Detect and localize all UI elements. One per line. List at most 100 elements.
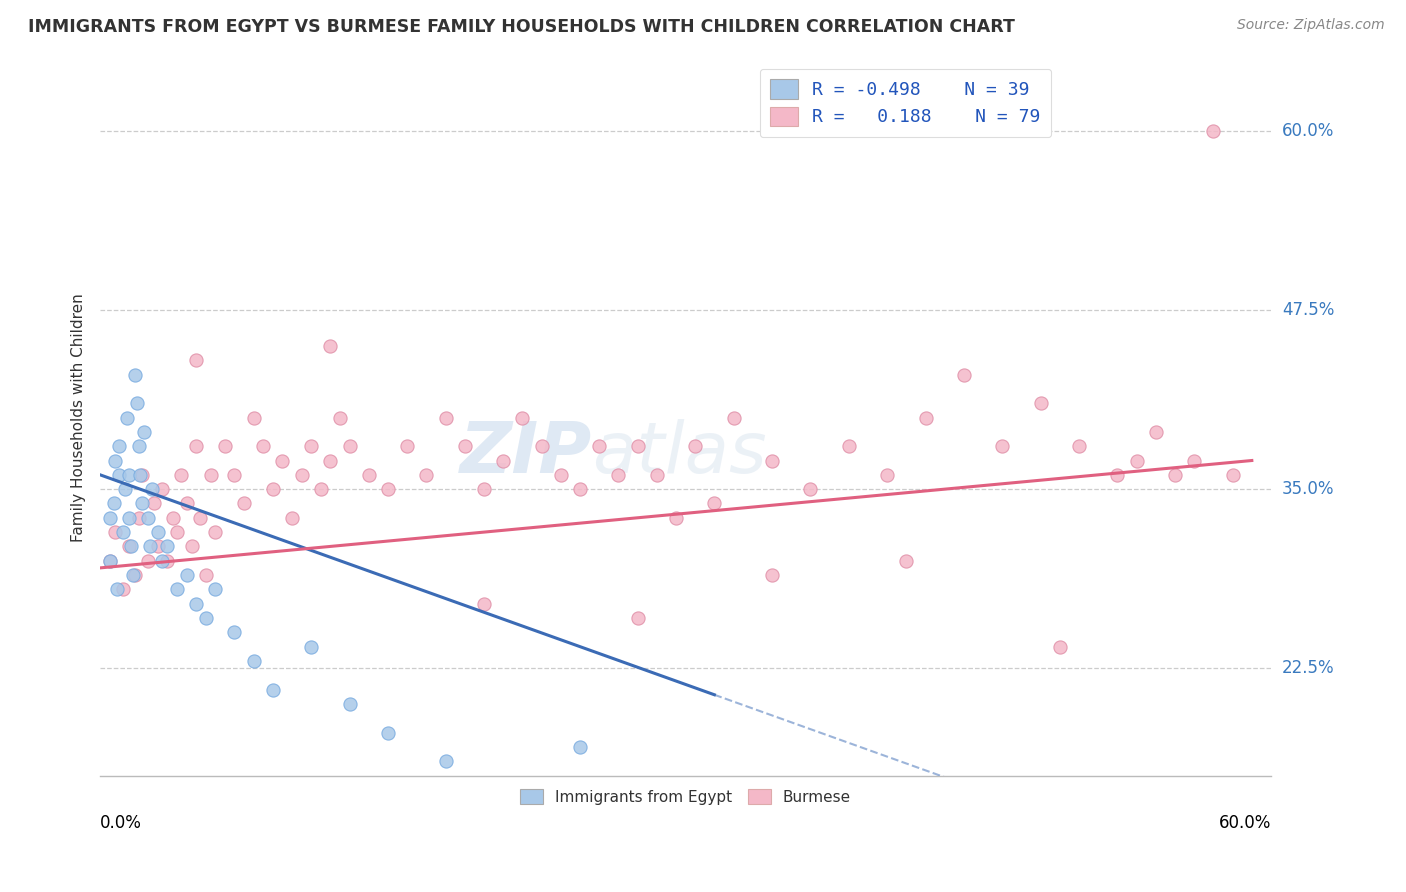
Point — [415, 467, 437, 482]
Point — [607, 467, 630, 482]
Point — [188, 510, 211, 524]
Point — [115, 410, 138, 425]
Point — [1067, 439, 1090, 453]
Point — [103, 496, 125, 510]
Point — [112, 525, 135, 540]
Point — [194, 611, 217, 625]
Point — [134, 425, 156, 439]
Point — [162, 510, 184, 524]
Point — [799, 482, 821, 496]
Point — [224, 467, 246, 482]
Point — [683, 439, 706, 453]
Point — [184, 597, 207, 611]
Point — [876, 467, 898, 482]
Point — [1107, 467, 1129, 482]
Point — [991, 439, 1014, 453]
Point — [108, 467, 131, 482]
Point — [108, 439, 131, 453]
Point — [396, 439, 419, 453]
Point — [1125, 453, 1147, 467]
Text: Source: ZipAtlas.com: Source: ZipAtlas.com — [1237, 18, 1385, 32]
Point — [129, 467, 152, 482]
Point — [107, 582, 129, 597]
Point — [339, 439, 361, 453]
Point — [309, 482, 332, 496]
Point — [550, 467, 572, 482]
Y-axis label: Family Households with Children: Family Households with Children — [72, 293, 86, 542]
Point — [1029, 396, 1052, 410]
Text: 60.0%: 60.0% — [1219, 814, 1271, 832]
Point — [233, 496, 256, 510]
Point — [242, 410, 264, 425]
Point — [1222, 467, 1244, 482]
Text: atlas: atlas — [592, 419, 766, 488]
Point — [121, 568, 143, 582]
Point — [645, 467, 668, 482]
Point — [319, 453, 342, 467]
Text: 35.0%: 35.0% — [1282, 480, 1334, 498]
Text: 22.5%: 22.5% — [1282, 659, 1334, 677]
Point — [434, 410, 457, 425]
Text: 47.5%: 47.5% — [1282, 301, 1334, 319]
Point — [299, 640, 322, 654]
Point — [242, 654, 264, 668]
Point — [120, 540, 142, 554]
Point — [176, 496, 198, 510]
Point — [150, 554, 173, 568]
Point — [194, 568, 217, 582]
Point — [141, 482, 163, 496]
Point — [665, 510, 688, 524]
Point — [281, 510, 304, 524]
Point — [118, 467, 141, 482]
Point — [377, 725, 399, 739]
Point — [896, 554, 918, 568]
Point — [204, 525, 226, 540]
Point — [530, 439, 553, 453]
Point — [703, 496, 725, 510]
Point — [156, 554, 179, 568]
Point — [252, 439, 274, 453]
Point — [262, 482, 284, 496]
Point — [224, 625, 246, 640]
Point — [434, 754, 457, 768]
Point — [98, 510, 121, 524]
Point — [761, 453, 783, 467]
Point — [184, 439, 207, 453]
Point — [626, 611, 648, 625]
Point — [914, 410, 936, 425]
Point — [128, 510, 150, 524]
Point — [271, 453, 294, 467]
Point — [104, 453, 127, 467]
Text: ZIP: ZIP — [460, 419, 592, 488]
Point — [104, 525, 127, 540]
Point — [1164, 467, 1187, 482]
Point — [184, 353, 207, 368]
Point — [124, 568, 146, 582]
Point — [118, 510, 141, 524]
Point — [339, 697, 361, 711]
Point — [98, 554, 121, 568]
Point — [1182, 453, 1205, 467]
Point — [176, 568, 198, 582]
Point — [214, 439, 236, 453]
Point — [156, 540, 179, 554]
Point — [181, 540, 204, 554]
Point — [319, 339, 342, 353]
Point — [626, 439, 648, 453]
Point — [357, 467, 380, 482]
Point — [569, 739, 592, 754]
Point — [128, 439, 150, 453]
Point — [166, 525, 188, 540]
Point — [124, 368, 146, 382]
Point — [118, 540, 141, 554]
Point — [1144, 425, 1167, 439]
Point — [299, 439, 322, 453]
Point — [200, 467, 222, 482]
Point — [329, 410, 352, 425]
Point — [112, 582, 135, 597]
Point — [131, 467, 153, 482]
Point — [1049, 640, 1071, 654]
Point — [139, 540, 162, 554]
Point — [146, 540, 169, 554]
Point — [472, 597, 495, 611]
